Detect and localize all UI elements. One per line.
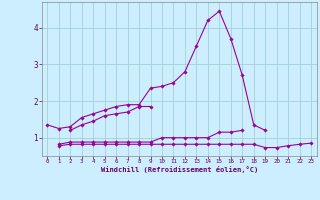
X-axis label: Windchill (Refroidissement éolien,°C): Windchill (Refroidissement éolien,°C) [100, 166, 258, 173]
